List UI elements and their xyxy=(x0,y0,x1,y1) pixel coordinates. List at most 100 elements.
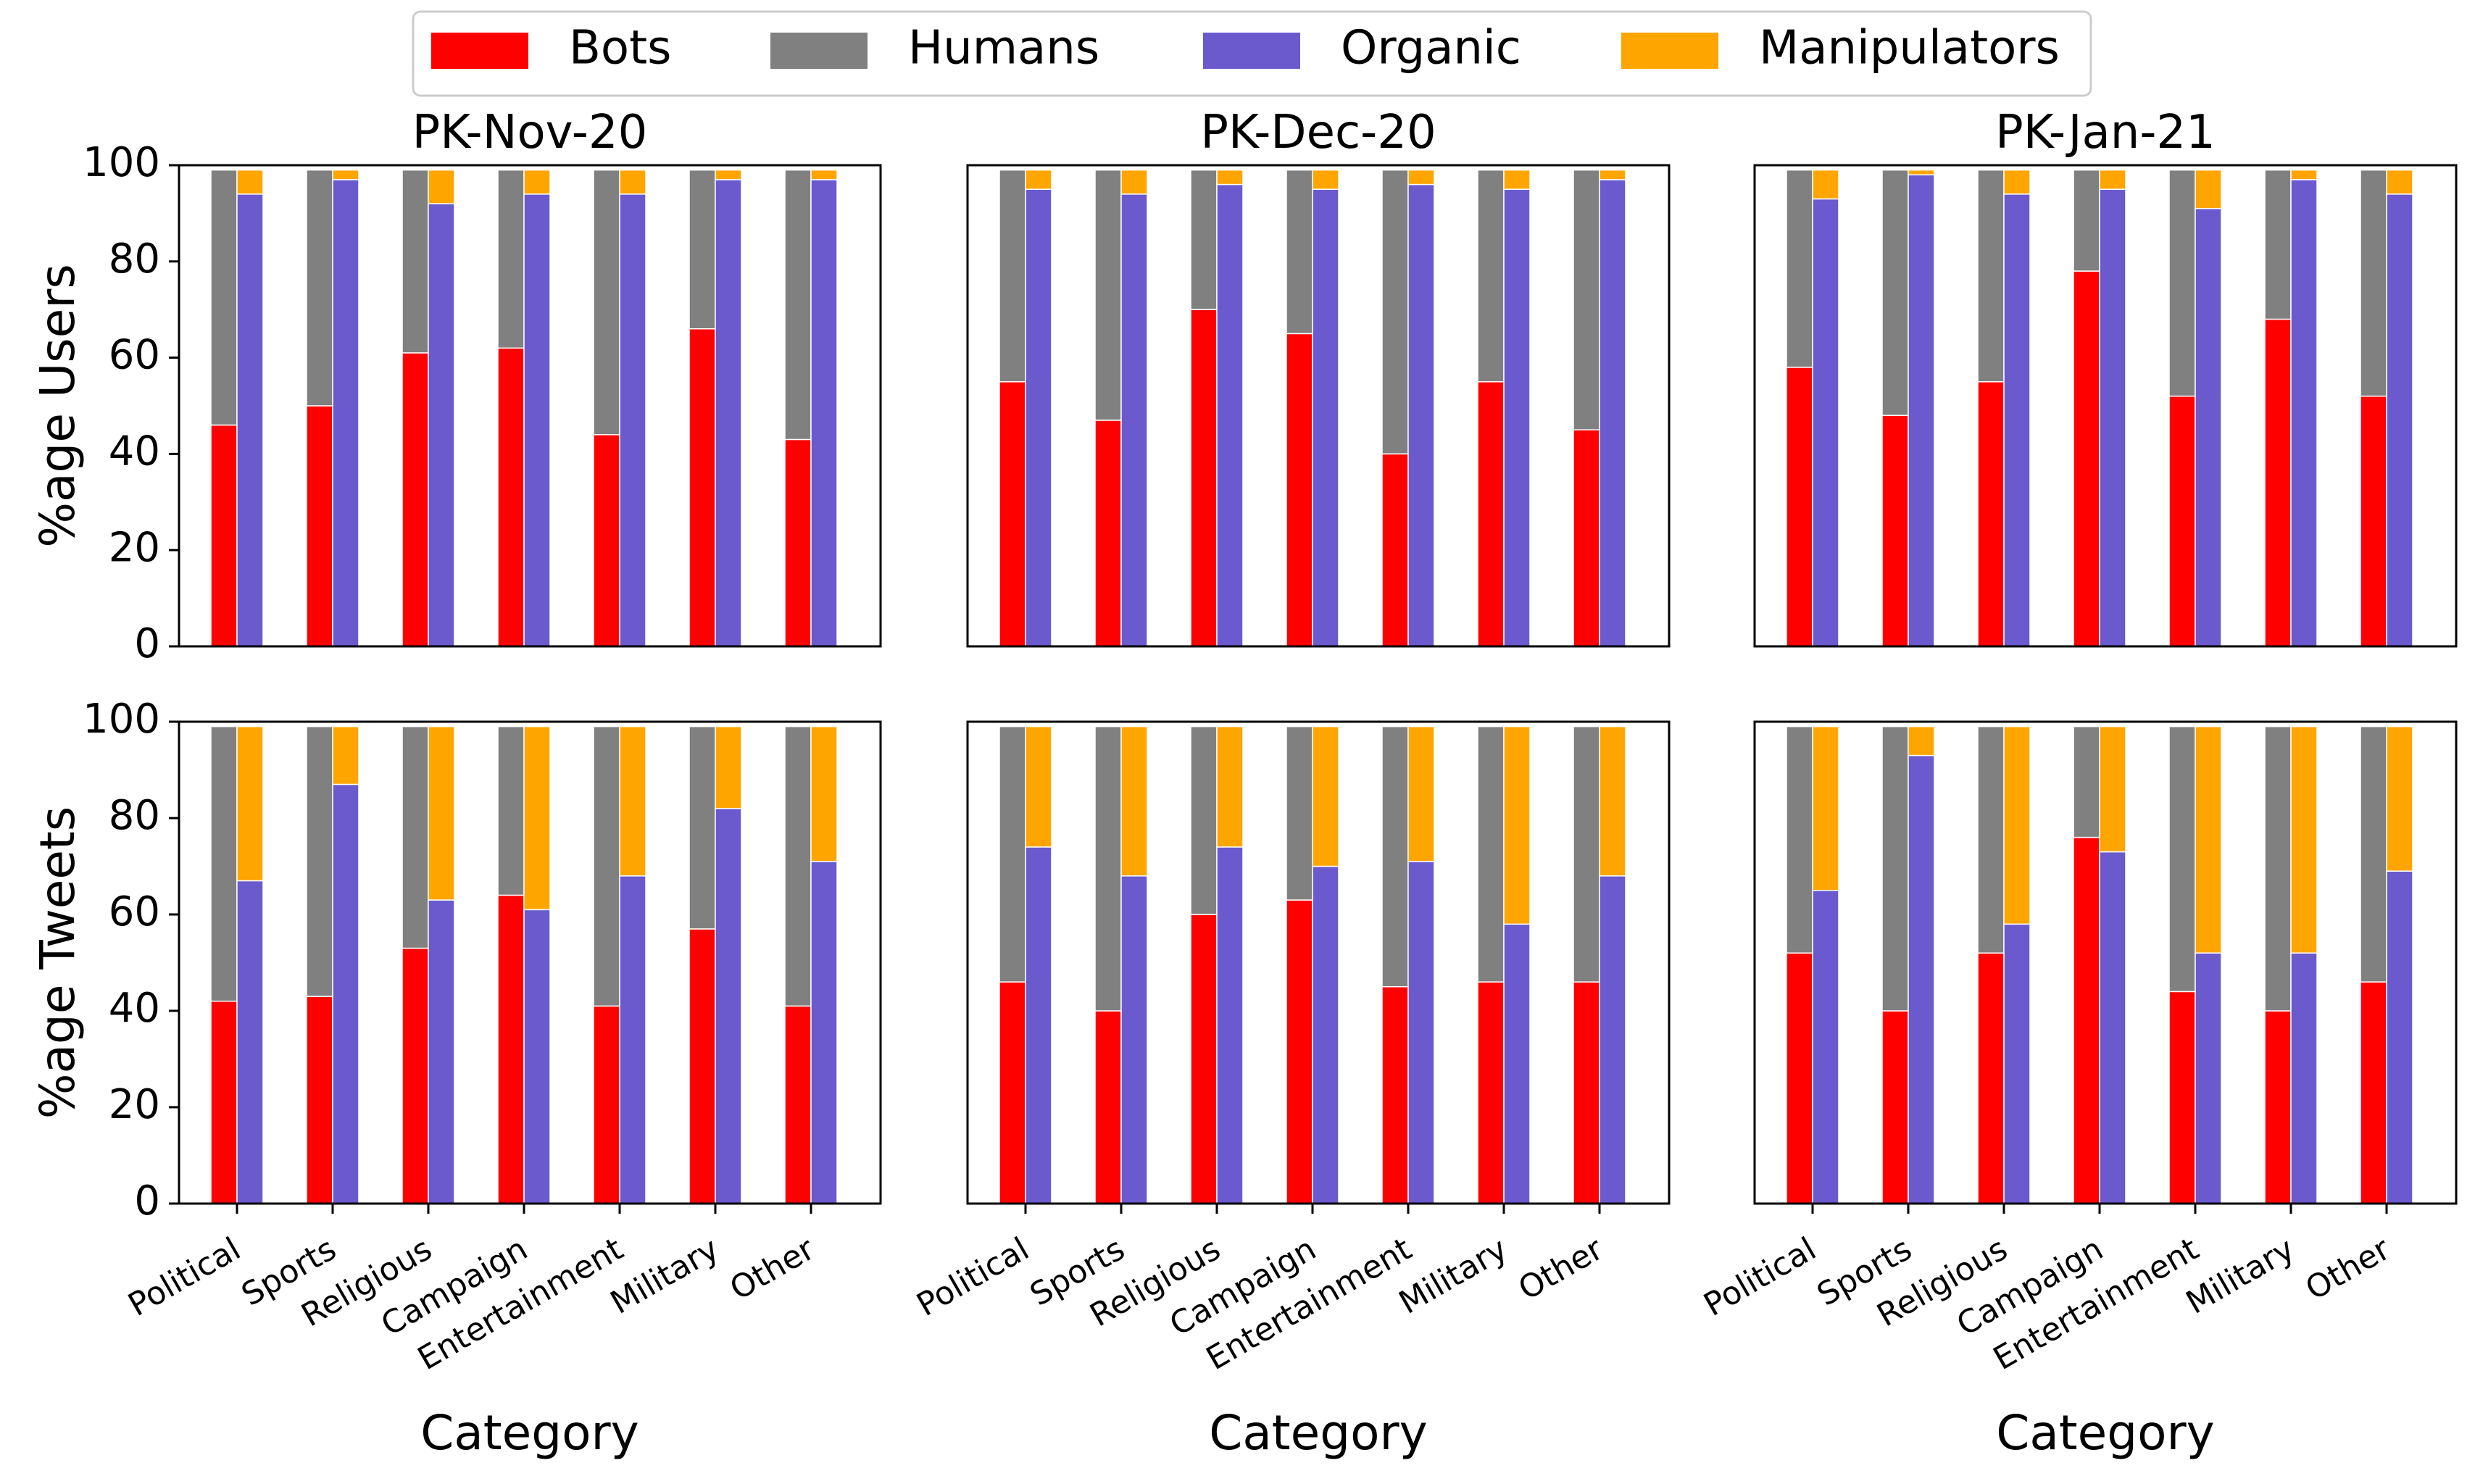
panel-2-bar-organic-entertainment xyxy=(1407,183,1435,647)
panel-5-bar-organic-sports xyxy=(1120,875,1148,1204)
panel-2-bar-bots-sports xyxy=(1094,420,1122,647)
panel-3-bar-manipulators-campaign xyxy=(2099,169,2126,190)
panel-3-bar-organic-sports xyxy=(1908,174,1935,647)
panel-6-bar-bots-religious xyxy=(1977,952,2005,1204)
panel-3-bar-organic-campaign xyxy=(2099,188,2126,647)
panel-4-bar-bots-religious xyxy=(402,947,429,1204)
panel-1-ytick-label-60: 60 xyxy=(109,332,160,379)
panel-4-bar-organic-entertainment xyxy=(619,875,646,1204)
panel-4-ytick-label-40: 40 xyxy=(109,985,160,1032)
panel-6-bar-humans-campaign xyxy=(2073,725,2100,838)
panel-6-bar-manipulators-sports xyxy=(1908,725,1935,756)
panel-3-bar-humans-other xyxy=(2360,169,2387,397)
panel-2-bar-organic-religious xyxy=(1216,183,1244,647)
panel-3-bar-bots-military xyxy=(2264,318,2292,647)
panel-6-bar-manipulators-campaign xyxy=(2099,725,2126,853)
panel-3-bar-organic-entertainment xyxy=(2195,208,2222,647)
panel-2-bar-manipulators-other xyxy=(1599,169,1626,180)
panel-2-bar-organic-political xyxy=(1025,188,1052,647)
panel-1-bar-organic-political xyxy=(236,193,264,647)
panel-3-bar-bots-other xyxy=(2360,395,2387,647)
panel-5-bar-humans-entertainment xyxy=(1381,725,1409,988)
panel-4-bar-organic-other xyxy=(810,861,838,1204)
panel-2-frame xyxy=(966,164,1671,648)
panel-3-title: PK-Jan-21 xyxy=(1995,106,2216,159)
panel-2-bar-humans-campaign xyxy=(1286,169,1313,335)
panel-5-bar-bots-other xyxy=(1573,981,1600,1204)
panel-4-bar-bots-other xyxy=(784,1005,812,1204)
panel-2-bar-humans-entertainment xyxy=(1381,169,1409,455)
panel-2-bar-bots-military xyxy=(1477,381,1505,647)
panel-5-bar-manipulators-other xyxy=(1599,725,1626,877)
panel-1-bar-bots-religious xyxy=(402,352,429,647)
panel-6-bar-humans-other xyxy=(2360,725,2387,983)
panel-5-bar-organic-military xyxy=(1503,923,1531,1204)
panel-2-bar-organic-military xyxy=(1503,188,1531,647)
panel-5-bar-organic-entertainment xyxy=(1407,861,1435,1204)
panel-4-frame xyxy=(178,720,882,1205)
panel-1-bar-humans-campaign xyxy=(497,169,525,349)
panel-1-bar-humans-religious xyxy=(402,169,429,354)
panel-4-bar-humans-sports xyxy=(306,725,333,997)
panel-5-bar-manipulators-political xyxy=(1025,725,1052,848)
panel-5-bar-humans-military xyxy=(1477,725,1505,983)
panel-5-bar-organic-political xyxy=(1025,846,1052,1204)
panel-4-bar-manipulators-sports xyxy=(332,725,359,785)
panel-1-bar-manipulators-political xyxy=(236,169,264,195)
panel-5-bar-bots-political xyxy=(999,981,1026,1204)
panel-3-bar-manipulators-political xyxy=(1812,169,1839,200)
panel-6-bar-organic-sports xyxy=(1908,754,1935,1204)
panel-6-bar-manipulators-military xyxy=(2290,725,2318,954)
panel-1-bar-bots-military xyxy=(689,328,716,647)
panel-6-bar-bots-other xyxy=(2360,981,2387,1204)
panel-2-bar-manipulators-political xyxy=(1025,169,1052,190)
panel-2-bar-bots-other xyxy=(1573,429,1600,647)
panel-4-bar-manipulators-entertainment xyxy=(619,725,646,877)
panel-1-ytick-label-20: 20 xyxy=(109,524,160,571)
panel-5-bar-bots-entertainment xyxy=(1381,986,1409,1204)
panel-2-bar-bots-campaign xyxy=(1286,333,1313,647)
panel-2-bar-organic-other xyxy=(1599,179,1626,647)
panel-2-bar-humans-sports xyxy=(1094,169,1122,421)
panel-1-bar-humans-military xyxy=(689,169,716,330)
panel-1-bar-bots-entertainment xyxy=(593,434,620,647)
panel-1-ytick-label-0: 0 xyxy=(134,620,160,667)
legend-swatch-organic xyxy=(1203,33,1300,69)
panel-3-bar-humans-entertainment xyxy=(2168,169,2196,397)
panel-4-bar-bots-campaign xyxy=(497,894,525,1204)
panel-5-bar-organic-campaign xyxy=(1312,865,1339,1204)
panel-5-bar-organic-other xyxy=(1599,875,1626,1204)
legend-swatch-humans xyxy=(770,33,868,69)
panel-5-frame xyxy=(966,720,1671,1205)
panel-6-bar-humans-political xyxy=(1786,725,1813,954)
panel-4-bar-humans-religious xyxy=(402,725,429,949)
panel-6-bar-organic-political xyxy=(1812,890,1839,1204)
panel-4-bar-humans-entertainment xyxy=(593,725,620,1007)
panel-1-bar-manipulators-religious xyxy=(428,169,455,204)
panel-1-bar-bots-sports xyxy=(306,405,333,647)
panel-1-bar-humans-political xyxy=(210,169,238,426)
panel-3-bar-organic-religious xyxy=(2003,193,2031,647)
panel-5-bar-bots-sports xyxy=(1094,1010,1122,1204)
panel-1-bar-manipulators-entertainment xyxy=(619,169,646,195)
panel-2-bar-manipulators-campaign xyxy=(1312,169,1339,190)
panel-2-bar-humans-religious xyxy=(1190,169,1218,310)
panel-6-bar-bots-sports xyxy=(1881,1010,1909,1204)
legend-label-manipulators: Manipulators xyxy=(1759,22,2060,75)
panel-4-ytick-label-60: 60 xyxy=(109,888,160,935)
panel-4-ylabel: %age Tweets xyxy=(30,806,86,1119)
panel-4-bar-humans-military xyxy=(689,725,716,930)
panel-4-bar-organic-political xyxy=(236,880,264,1204)
panel-6-bar-manipulators-religious xyxy=(2003,725,2031,925)
panel-1-bar-humans-entertainment xyxy=(593,169,620,435)
panel-4-ytick-label-100: 100 xyxy=(83,696,160,743)
panel-5-xlabel: Category xyxy=(1209,1405,1427,1461)
panel-4-bar-bots-political xyxy=(210,1000,238,1204)
panel-1-bar-humans-sports xyxy=(306,169,333,407)
panel-4-bar-manipulators-other xyxy=(810,725,838,862)
panel-1-bar-manipulators-sports xyxy=(332,169,359,180)
panel-3-bar-bots-religious xyxy=(1977,381,2005,647)
panel-2-bar-manipulators-religious xyxy=(1216,169,1244,186)
